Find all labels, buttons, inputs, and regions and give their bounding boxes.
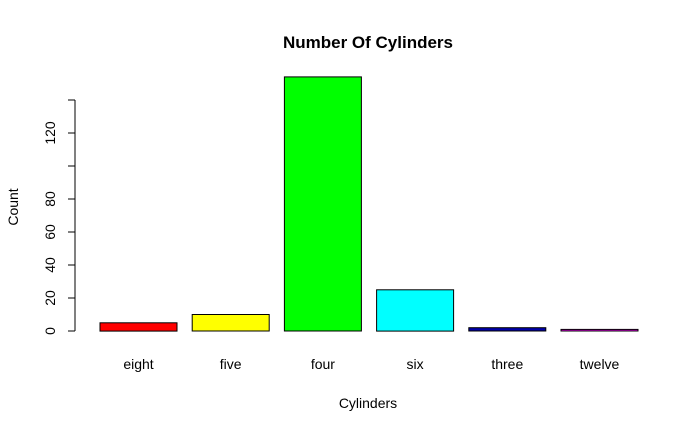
y-tick-label-120: 120 xyxy=(42,121,58,145)
x-tick-label-twelve: twelve xyxy=(580,356,620,372)
bar-six xyxy=(376,289,455,332)
bar-twelve xyxy=(560,328,639,332)
x-tick-label-six: six xyxy=(407,356,424,372)
x-tick-label-three: three xyxy=(491,356,523,372)
bars-group xyxy=(99,76,639,332)
bar-four xyxy=(283,76,362,332)
bar-eight xyxy=(99,322,178,332)
y-tick-label-20: 20 xyxy=(42,290,58,306)
chart-title: Number Of Cylinders xyxy=(283,33,453,52)
x-tick-label-eight: eight xyxy=(123,356,153,372)
y-tick-label-0: 0 xyxy=(42,327,58,335)
x-axis-label: Cylinders xyxy=(339,395,397,411)
bar-three xyxy=(468,327,547,332)
bar-five xyxy=(191,314,270,332)
y-axis-label: Count xyxy=(5,188,21,225)
x-tick-label-four: four xyxy=(311,356,335,372)
y-tick-label-60: 60 xyxy=(42,224,58,240)
y-tick-label-80: 80 xyxy=(42,191,58,207)
x-tick-labels: eight five four six three twelve xyxy=(123,356,619,372)
x-tick-label-five: five xyxy=(220,356,242,372)
y-tick-label-40: 40 xyxy=(42,257,58,273)
y-axis: 0 20 40 60 80 120 xyxy=(42,99,76,335)
